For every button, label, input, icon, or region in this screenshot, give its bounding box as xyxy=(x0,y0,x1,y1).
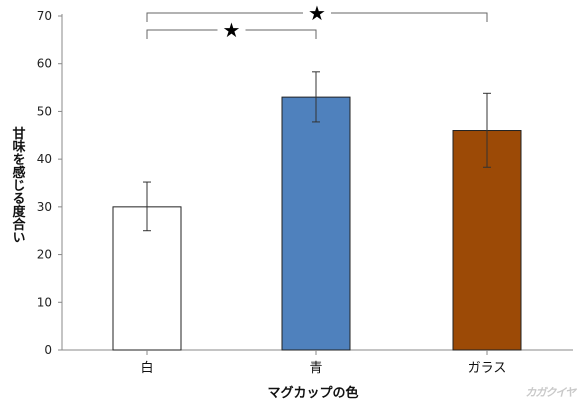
y-tick-label: 30 xyxy=(37,200,52,214)
y-tick-group: 0 10 20 30 40 50 60 70 xyxy=(37,9,62,357)
x-tick-label-group: 白 青 ガラス xyxy=(140,350,506,376)
y-tick-label: 20 xyxy=(37,248,52,262)
bar-group xyxy=(112,96,522,351)
y-tick-label: 10 xyxy=(37,295,52,309)
error-bar-group xyxy=(143,71,491,232)
watermark-logo: カガクイヤ xyxy=(525,386,578,399)
y-tick-label: 50 xyxy=(37,104,52,118)
significance-group: ★★ xyxy=(146,1,488,42)
error-bar-2 xyxy=(312,71,320,123)
y-tick-label: 0 xyxy=(44,343,52,357)
bar-2 xyxy=(281,96,351,351)
significance-bracket-1: ★ xyxy=(146,18,317,42)
x-tick-label: ガラス xyxy=(468,361,507,376)
error-bar-1 xyxy=(143,181,151,232)
y-tick-label: 70 xyxy=(37,9,52,23)
x-tick-label: 白 xyxy=(140,360,153,376)
x-tick-label: 青 xyxy=(309,361,322,376)
x-axis-title: マグカップの色 xyxy=(267,385,358,401)
y-tick-label: 60 xyxy=(37,57,52,71)
significance-star: ★ xyxy=(308,1,326,25)
y-axis-title: 甘味を感じる度合い xyxy=(10,126,26,244)
error-bar-3 xyxy=(483,92,491,168)
significance-star: ★ xyxy=(223,18,241,42)
y-tick-label: 40 xyxy=(37,152,52,166)
significance-bracket-2: ★ xyxy=(146,1,488,25)
